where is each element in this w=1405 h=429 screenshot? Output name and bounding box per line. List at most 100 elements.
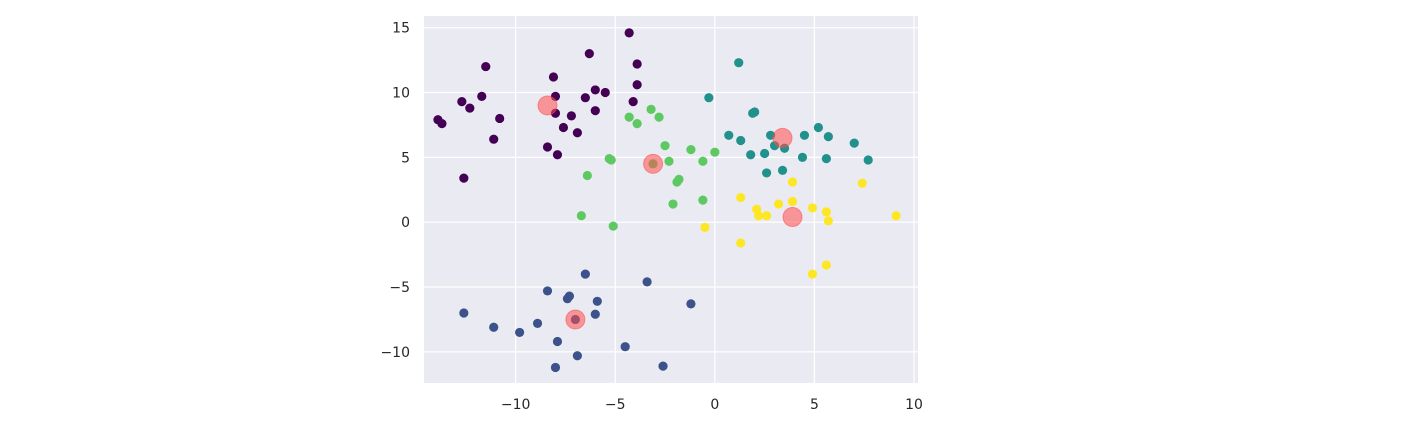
- cluster-center: [772, 127, 793, 148]
- data-point: [552, 150, 563, 160]
- y-tick-label: 10: [392, 86, 410, 102]
- data-point: [572, 351, 582, 361]
- data-point: [773, 199, 784, 209]
- x-tick-label: −10: [501, 397, 531, 413]
- data-point: [787, 177, 798, 187]
- data-point: [550, 362, 561, 373]
- data-point: [736, 135, 746, 146]
- data-point: [823, 132, 833, 142]
- cluster-center: [782, 207, 803, 228]
- data-point: [620, 342, 630, 352]
- data-point: [668, 199, 678, 209]
- data-point: [489, 134, 499, 144]
- data-point: [863, 155, 873, 165]
- data-point: [724, 130, 734, 140]
- data-point: [552, 336, 563, 347]
- data-point: [762, 211, 772, 221]
- data-point: [459, 308, 469, 318]
- data-point: [746, 150, 756, 160]
- data-point: [654, 112, 664, 122]
- data-point: [572, 128, 582, 138]
- data-point: [632, 59, 642, 69]
- data-point: [542, 286, 553, 296]
- data-point: [632, 80, 642, 90]
- data-point: [762, 168, 772, 178]
- data-point: [821, 154, 831, 164]
- data-point: [590, 106, 600, 116]
- data-point: [481, 61, 491, 72]
- data-point: [736, 192, 746, 203]
- cluster-center: [565, 309, 586, 330]
- data-point: [632, 119, 642, 129]
- x-tick-label: −5: [605, 397, 626, 413]
- data-point: [704, 93, 714, 103]
- y-tick-label: −5: [389, 280, 410, 296]
- data-point: [807, 269, 818, 279]
- data-point: [459, 173, 469, 183]
- data-point: [664, 156, 674, 166]
- grid-lines: [424, 16, 918, 383]
- data-point: [562, 294, 573, 304]
- data-point: [584, 49, 594, 59]
- y-tick-label: 5: [401, 150, 410, 166]
- data-point: [821, 260, 831, 270]
- data-point: [672, 177, 682, 187]
- data-point: [813, 122, 824, 133]
- data-point: [590, 309, 600, 319]
- data-point: [660, 141, 670, 151]
- data-point: [658, 361, 668, 371]
- data-point: [710, 147, 720, 157]
- cluster-center: [537, 95, 558, 116]
- data-point: [592, 296, 602, 306]
- data-point: [799, 130, 810, 140]
- data-point: [548, 72, 559, 82]
- data-point: [777, 165, 788, 175]
- x-tick-label: 10: [905, 397, 923, 413]
- data-point: [642, 277, 652, 287]
- data-point: [748, 108, 758, 118]
- data-point: [624, 112, 634, 122]
- data-point: [608, 221, 618, 231]
- data-point: [477, 91, 487, 102]
- data-point: [734, 58, 744, 68]
- data-point: [698, 195, 708, 205]
- cluster-centers: [537, 95, 803, 330]
- x-axis-ticks: −10 −5 0 5 10: [501, 397, 923, 413]
- data-point: [465, 103, 475, 113]
- data-point: [580, 269, 590, 279]
- data-point: [600, 87, 610, 98]
- data-point: [580, 93, 590, 103]
- data-point: [698, 156, 708, 166]
- data-point: [495, 113, 505, 124]
- y-tick-label: 15: [392, 21, 410, 37]
- data-point: [857, 178, 867, 188]
- data-point: [606, 155, 616, 165]
- y-axis-ticks: −10 −5 0 5 10 15: [380, 21, 410, 361]
- data-point: [457, 96, 467, 107]
- data-point: [797, 152, 808, 162]
- data-point: [700, 222, 710, 232]
- data-point: [590, 85, 600, 95]
- cluster-center: [643, 153, 664, 174]
- data-point: [823, 216, 833, 226]
- x-tick-label: 0: [710, 397, 719, 413]
- data-point: [542, 142, 553, 152]
- data-point: [515, 327, 525, 338]
- data-point: [821, 207, 831, 217]
- y-tick-label: −10: [380, 345, 410, 361]
- data-point: [582, 170, 592, 181]
- data-points: [433, 28, 901, 373]
- data-point: [891, 211, 901, 221]
- data-point: [646, 104, 656, 114]
- data-point: [628, 96, 638, 107]
- y-tick-label: 0: [401, 215, 410, 231]
- data-point: [787, 196, 798, 207]
- data-point: [807, 203, 818, 213]
- x-tick-label: 5: [810, 397, 819, 413]
- data-point: [686, 299, 696, 309]
- data-point: [558, 122, 569, 133]
- data-point: [576, 211, 586, 221]
- data-point: [532, 318, 543, 328]
- data-point: [736, 238, 746, 248]
